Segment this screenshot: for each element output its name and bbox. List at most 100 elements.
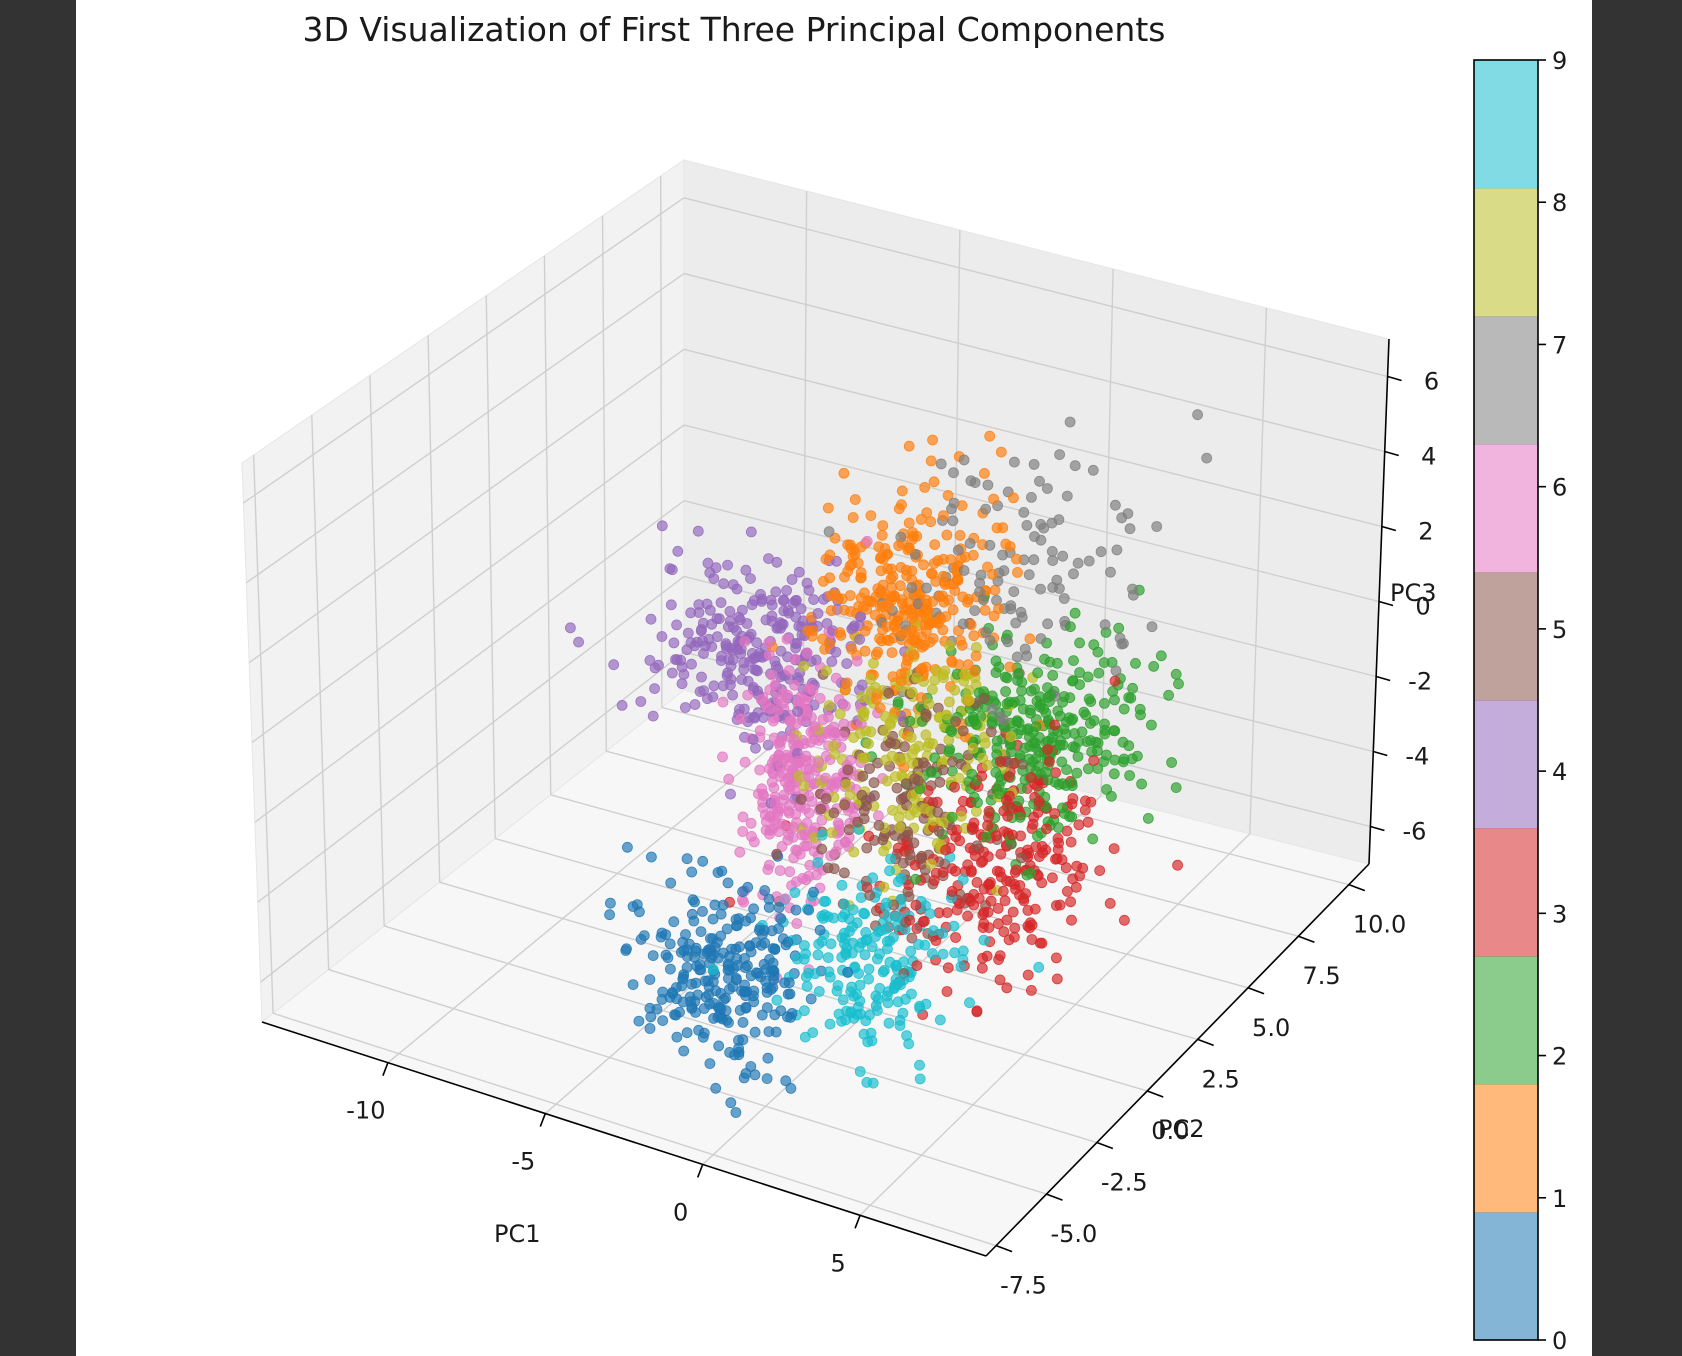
- scatter-point-class-8: [931, 665, 942, 677]
- scatter-point-class-9: [1033, 961, 1045, 973]
- scatter-point-class-8: [927, 738, 938, 750]
- scatter-point-class-2: [1029, 737, 1041, 749]
- scatter-point-class-1: [1012, 567, 1023, 578]
- scatter-point-class-0: [784, 988, 796, 1000]
- y-tick-label: -7.5: [1000, 1272, 1047, 1300]
- z-tick-label: -2: [1408, 668, 1432, 696]
- scatter-point-class-0: [605, 897, 616, 909]
- scatter-point-class-9: [854, 979, 866, 991]
- scatter-point-class-7: [1069, 460, 1081, 472]
- scatter-point-class-4: [676, 678, 688, 690]
- scatter-point-class-2: [1064, 811, 1075, 822]
- scatter-point-class-1: [875, 551, 887, 563]
- scatter-point-class-9: [822, 952, 834, 963]
- scatter-point-class-1: [877, 520, 889, 531]
- scatter-point-class-2: [1124, 770, 1135, 781]
- scatter-point-class-7: [1122, 508, 1134, 519]
- scatter-point-class-1: [886, 581, 898, 593]
- scatter-point-class-2: [1170, 668, 1182, 680]
- scatter-point-class-1: [915, 514, 927, 525]
- scatter-point-class-7: [1026, 491, 1037, 503]
- scatter-point-class-0: [785, 1012, 796, 1023]
- scatter-point-class-7: [1028, 458, 1040, 470]
- scatter-point-class-1: [879, 543, 891, 554]
- scatter-point-class-6: [783, 807, 795, 819]
- scatter-point-class-1: [918, 559, 929, 571]
- scatter-point-class-9: [813, 986, 825, 997]
- scatter-point-class-0: [775, 913, 787, 924]
- scatter-point-class-8: [848, 846, 860, 858]
- scatter-point-class-1: [927, 434, 938, 446]
- scatter-point-class-9: [813, 938, 825, 950]
- y-tick-label: 2.5: [1202, 1065, 1240, 1093]
- scatter-point-class-2: [1019, 742, 1031, 754]
- scatter-point-class-9: [903, 1038, 915, 1050]
- scatter-point-class-3: [1062, 886, 1073, 897]
- scatter-point-class-3: [995, 756, 1006, 767]
- grid-line-z: [254, 500, 685, 823]
- scatter-point-class-3: [1119, 914, 1130, 926]
- scatter-point-class-2: [1099, 728, 1111, 740]
- scatter-point-class-4: [649, 683, 660, 694]
- scatter-point-class-2: [1074, 637, 1085, 649]
- scatter-point-class-1: [876, 529, 888, 541]
- colorbar-tick-label: 1: [1552, 1185, 1567, 1213]
- grid-line-y: [272, 1012, 997, 1247]
- scatter-point-class-9: [880, 923, 891, 935]
- scatter-point-class-7: [1111, 544, 1123, 556]
- colorbar-tick-label: 2: [1552, 1043, 1567, 1071]
- scatter-point-class-2: [1073, 736, 1085, 747]
- scatter-point-class-3: [976, 962, 988, 974]
- scatter-point-class-8: [900, 752, 911, 764]
- scatter-point-class-0: [701, 947, 713, 958]
- scatter-point-class-9: [926, 948, 938, 959]
- scatter-3d-chart: 3D Visualization of First Three Principa…: [241, 10, 1567, 1355]
- grid-line-x: [387, 719, 804, 1064]
- scatter-point-class-6: [830, 778, 842, 790]
- scatter-point-class-5: [880, 740, 892, 752]
- scatter-point-class-5: [937, 764, 949, 776]
- scatter-point-class-1: [921, 594, 932, 606]
- scatter-point-class-2: [1016, 685, 1027, 697]
- scatter-point-class-1: [839, 571, 850, 583]
- scatter-point-class-0: [718, 994, 730, 1005]
- scatter-point-class-6: [782, 834, 794, 846]
- scatter-point-class-2: [1173, 678, 1184, 690]
- z-tick-label: -4: [1405, 743, 1429, 771]
- scatter-point-class-3: [978, 907, 990, 918]
- scatter-point-class-9: [884, 956, 896, 968]
- scatter-point-class-6: [753, 788, 764, 800]
- scatter-point-class-0: [803, 904, 815, 916]
- scatter-point-class-4: [766, 599, 778, 611]
- scatter-point-class-4: [680, 702, 691, 713]
- scatter-point-class-4: [682, 627, 694, 639]
- colorbar-segment-7: [1474, 316, 1538, 445]
- scatter-point-class-2: [1001, 672, 1013, 684]
- scatter-point-class-1: [906, 624, 918, 636]
- scatter-point-class-0: [703, 989, 715, 1000]
- scatter-point-class-0: [738, 1072, 750, 1084]
- grid-line-y: [328, 968, 1047, 1195]
- scatter-point-class-5: [895, 794, 907, 805]
- scatter-point-class-0: [644, 1002, 656, 1014]
- scatter-point-class-1: [946, 655, 958, 667]
- scatter-point-class-6: [774, 771, 786, 782]
- scatter-point-class-4: [751, 637, 763, 649]
- scatter-point-class-2: [1057, 696, 1068, 708]
- scatter-point-class-9: [864, 1009, 875, 1021]
- scatter-point-class-8: [905, 732, 917, 743]
- z-tick-label: 4: [1421, 443, 1436, 471]
- scatter-point-class-4: [656, 520, 668, 532]
- scatter-point-class-6: [840, 837, 851, 848]
- scatter-point-class-4: [656, 631, 668, 642]
- scatter-point-class-0: [698, 1027, 710, 1039]
- scatter-point-class-3: [1010, 864, 1022, 876]
- x-axis-label: PC1: [494, 1220, 541, 1248]
- scatter-point-class-0: [627, 979, 639, 990]
- scatter-point-class-1: [903, 517, 915, 529]
- scatter-point-class-7: [1146, 621, 1158, 633]
- scatter-point-class-3: [1031, 780, 1043, 792]
- scatter-point-class-6: [820, 772, 831, 784]
- scatter-point-class-0: [644, 1023, 656, 1034]
- scatter-point-class-4: [616, 700, 628, 711]
